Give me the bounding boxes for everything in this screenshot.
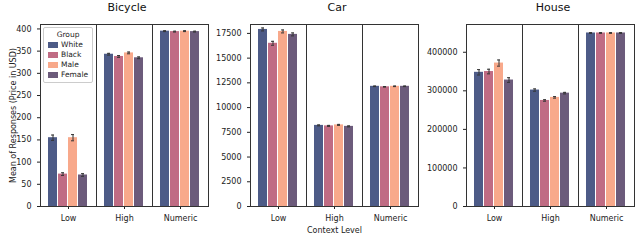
- svg-text:0: 0: [236, 202, 241, 211]
- svg-text:300: 300: [16, 69, 31, 78]
- svg-text:Context Level: Context Level: [307, 226, 362, 235]
- svg-text:400: 400: [16, 24, 31, 33]
- svg-text:200: 200: [16, 113, 31, 122]
- html-text:Female: Female: [61, 70, 89, 79]
- svg-text:Numeric: Numeric: [374, 214, 408, 223]
- svg-text:Numeric: Numeric: [164, 214, 198, 223]
- html-text:Car: Car: [327, 1, 347, 14]
- svg-text:17500: 17500: [216, 29, 241, 38]
- html-text:Male: Male: [61, 60, 79, 69]
- html-text:Bicycle: Bicycle: [107, 1, 147, 14]
- svg-text:150: 150: [16, 135, 31, 144]
- svg-text:Numeric: Numeric: [590, 214, 624, 223]
- svg-text:High: High: [115, 214, 133, 223]
- svg-text:100000: 100000: [427, 164, 458, 173]
- html-text:White: White: [61, 40, 83, 49]
- svg-text:200000: 200000: [427, 125, 458, 134]
- svg-text:400000: 400000: [427, 48, 458, 57]
- svg-text:High: High: [541, 214, 559, 223]
- svg-text:350: 350: [16, 47, 31, 56]
- svg-text:Low: Low: [487, 214, 503, 223]
- svg-text:5000: 5000: [221, 153, 241, 162]
- svg-text:10000: 10000: [216, 103, 241, 112]
- svg-text:100: 100: [16, 158, 31, 167]
- svg-text:50: 50: [21, 180, 31, 189]
- html-text:House: House: [535, 1, 571, 14]
- svg-text:0: 0: [26, 202, 31, 211]
- svg-text:Low: Low: [271, 214, 287, 223]
- svg-text:High: High: [325, 214, 343, 223]
- html-text:Black: Black: [61, 50, 82, 59]
- svg-text:Mean of Responses (Price in US: Mean of Responses (Price in USD): [9, 48, 18, 183]
- svg-text:7500: 7500: [221, 128, 241, 137]
- svg-text:12500: 12500: [216, 78, 241, 87]
- svg-text:15000: 15000: [216, 54, 241, 63]
- svg-text:Low: Low: [61, 214, 77, 223]
- html-text:Group: Group: [56, 30, 80, 39]
- svg-text:250: 250: [16, 91, 31, 100]
- svg-text:2500: 2500: [221, 177, 241, 186]
- svg-text:300000: 300000: [427, 86, 458, 95]
- svg-text:0: 0: [452, 202, 457, 211]
